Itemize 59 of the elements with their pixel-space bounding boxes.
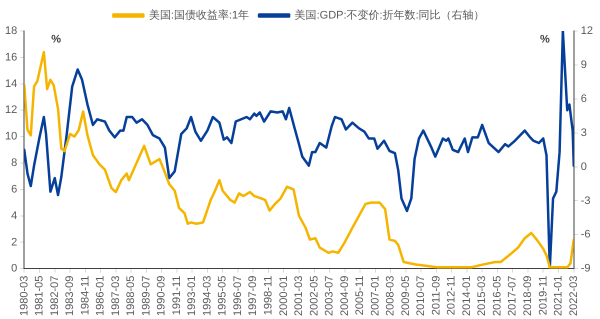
x-tick-label: 1981-05 — [34, 276, 46, 316]
x-tick-label: 1986-01 — [94, 276, 107, 316]
y-tick-label: 10 — [4, 130, 18, 143]
x-tick-label: 2005-11 — [354, 276, 366, 316]
legend-label: 美国:国债收益率:1年 — [148, 8, 250, 22]
y-tick-label: 14 — [4, 78, 18, 90]
x-tick-label: 2002-05 — [308, 276, 320, 316]
y-tick-label: 6 — [11, 183, 18, 196]
x-tick-label: 2017-07 — [506, 276, 519, 316]
x-tick-label: 2022-03 — [568, 276, 580, 316]
x-tick-label: 2003-07 — [324, 276, 336, 316]
x-tick-label: 1994-03 — [201, 276, 214, 316]
x-tick-label: 2010-07 — [415, 276, 428, 316]
annotation: % — [540, 34, 550, 46]
x-tick-label: 2009-05 — [400, 276, 412, 316]
y2-tick-label: 3 — [580, 126, 587, 139]
x-tick-label: 1990-09 — [156, 276, 168, 316]
x-tick-label: 1993-01 — [186, 276, 198, 316]
x-tick-label: 2011-09 — [430, 276, 442, 316]
y2-tick-label: -3 — [580, 194, 591, 207]
x-tick-label: 1984-11 — [79, 276, 92, 316]
x-tick-label: 2016-05 — [491, 276, 504, 316]
y-tick-label: 0 — [11, 262, 18, 275]
x-tick-label: 2008-03 — [384, 276, 397, 316]
y-tick-label: 18 — [4, 25, 18, 38]
x-tick-label: 2007-01 — [369, 276, 382, 316]
y-tick-label: 2 — [11, 236, 18, 248]
y2-tick-label: 6 — [580, 92, 587, 105]
x-tick-label: 1980-03 — [18, 276, 30, 316]
y2-tick-label: 12 — [580, 25, 594, 38]
y2-tick-label: 0 — [580, 160, 587, 173]
x-tick-label: 2000-01 — [278, 276, 290, 316]
x-tick-label: 1982-07 — [48, 276, 61, 316]
y-tick-label: 16 — [4, 51, 18, 64]
y-tick-label: 12 — [4, 104, 18, 116]
x-tick-label: 2014-01 — [460, 276, 473, 316]
x-tick-label: 2019-11 — [537, 276, 550, 316]
legend-label: 美国:GDP:不变价:折年数:同比（右轴） — [294, 8, 485, 22]
x-tick-label: 1998-11 — [262, 276, 274, 316]
x-tick-label: 1991-11 — [170, 276, 183, 316]
x-tick-label: 1995-05 — [216, 276, 229, 316]
x-tick-label: 1988-05 — [125, 276, 138, 316]
y-tick-label: 4 — [11, 210, 18, 222]
y-tick-label: 8 — [11, 157, 18, 170]
y2-tick-label: 9 — [580, 58, 587, 71]
annotation: % — [51, 34, 62, 46]
x-tick-label: 2004-09 — [338, 276, 351, 316]
x-tick-label: 1996-07 — [232, 276, 244, 316]
x-tick-label: 2012-11 — [446, 276, 458, 316]
y2-tick-label: -6 — [580, 228, 591, 241]
x-tick-label: 2021-01 — [552, 276, 565, 316]
x-tick-label: 1997-09 — [247, 276, 260, 316]
y2-tick-label: -9 — [580, 262, 591, 275]
x-tick-label: 2001-03 — [293, 276, 306, 316]
x-tick-label: 1983-09 — [64, 276, 76, 316]
x-tick-label: 2015-03 — [476, 276, 488, 316]
x-tick-label: 2018-09 — [522, 276, 534, 316]
x-tick-label: 1989-07 — [140, 276, 152, 316]
x-tick-label: 1987-03 — [110, 276, 122, 316]
